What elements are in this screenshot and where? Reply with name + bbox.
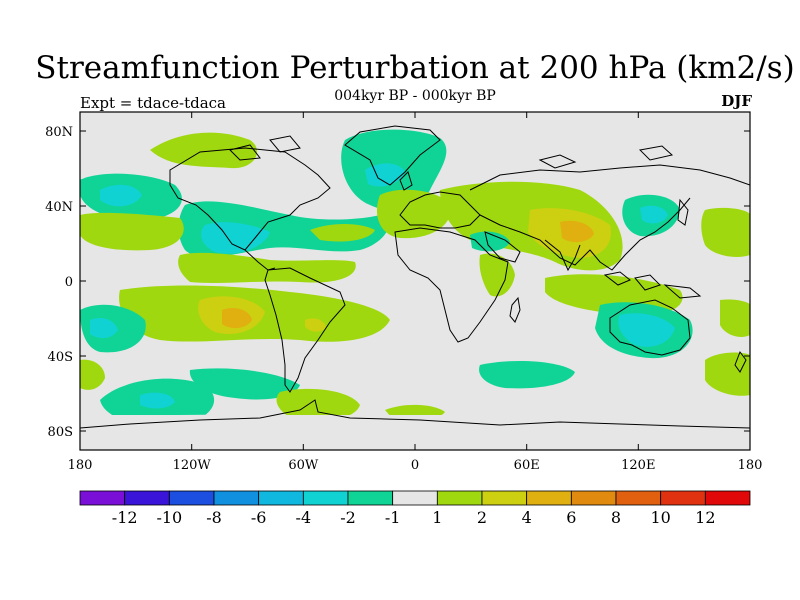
colorbar-label: -6 [251,508,267,527]
colorbar: -12 -10 -8 -6 -4 -2 -1 1 2 4 6 8 10 12 [79,490,751,527]
colorbar-swatch [347,490,394,506]
colorbar-swatch [436,490,483,506]
fill-subtropical-pacific [80,212,184,251]
colorbar-swatch [570,490,617,506]
colorbar-label: -2 [340,508,356,527]
colorbar-label: -10 [156,508,182,527]
lon-label-0: 0 [411,458,419,473]
colorbar-label: 10 [650,508,670,527]
lat-label-0: 0 [65,275,73,290]
coastlines [80,125,750,429]
colorbar-swatch [526,490,572,506]
colorbar-swatch [660,490,706,506]
colorbar-label: 8 [611,508,621,527]
fill-north-band [150,132,258,169]
colorbar-label: -12 [112,508,138,527]
colorbar-swatch [258,490,304,506]
colorbar-swatch [168,490,215,506]
chart-subtitle: 004kyr BP - 000kyr BP [334,88,496,104]
lon-label-180e: 180 [738,458,763,473]
chart-title: Streamfunction Perturbation at 200 hPa (… [35,50,795,86]
colorbar-label: 1 [432,508,442,527]
lon-label-120e: 120E [621,458,655,473]
lon-label-60w: 60W [288,458,319,473]
lon-label-120w: 120W [173,458,212,473]
colorbar-swatch [615,490,662,506]
lat-label-40s: 40S [48,350,73,365]
season-label: DJF [721,92,752,110]
lon-label-180w: 180 [68,458,93,473]
colorbar-swatch [79,490,126,506]
colorbar-label: 6 [566,508,576,527]
colorbar-label: 2 [477,508,487,527]
colorbar-label: 4 [522,508,532,527]
colorbar-swatch [392,490,438,506]
colorbar-label: 12 [695,508,715,527]
lon-label-60e: 60E [514,458,540,473]
colorbar-swatch [302,490,349,506]
lat-label-80s: 80S [48,425,73,440]
lat-label-40n: 40N [45,200,73,215]
colorbar-label: -1 [385,508,401,527]
colorbar-label: -8 [206,508,222,527]
lat-label-80n: 80N [45,125,73,140]
colorbar-swatch [481,490,528,506]
lon-tick-marks [79,112,639,450]
experiment-label: Expt = tdace-tdaca [80,94,226,112]
lat-tick-marks [80,130,750,432]
colorbar-swatch [124,490,170,506]
colorbar-swatch [704,490,751,506]
colorbar-swatch [213,490,260,506]
colorbar-label: -4 [296,508,312,527]
